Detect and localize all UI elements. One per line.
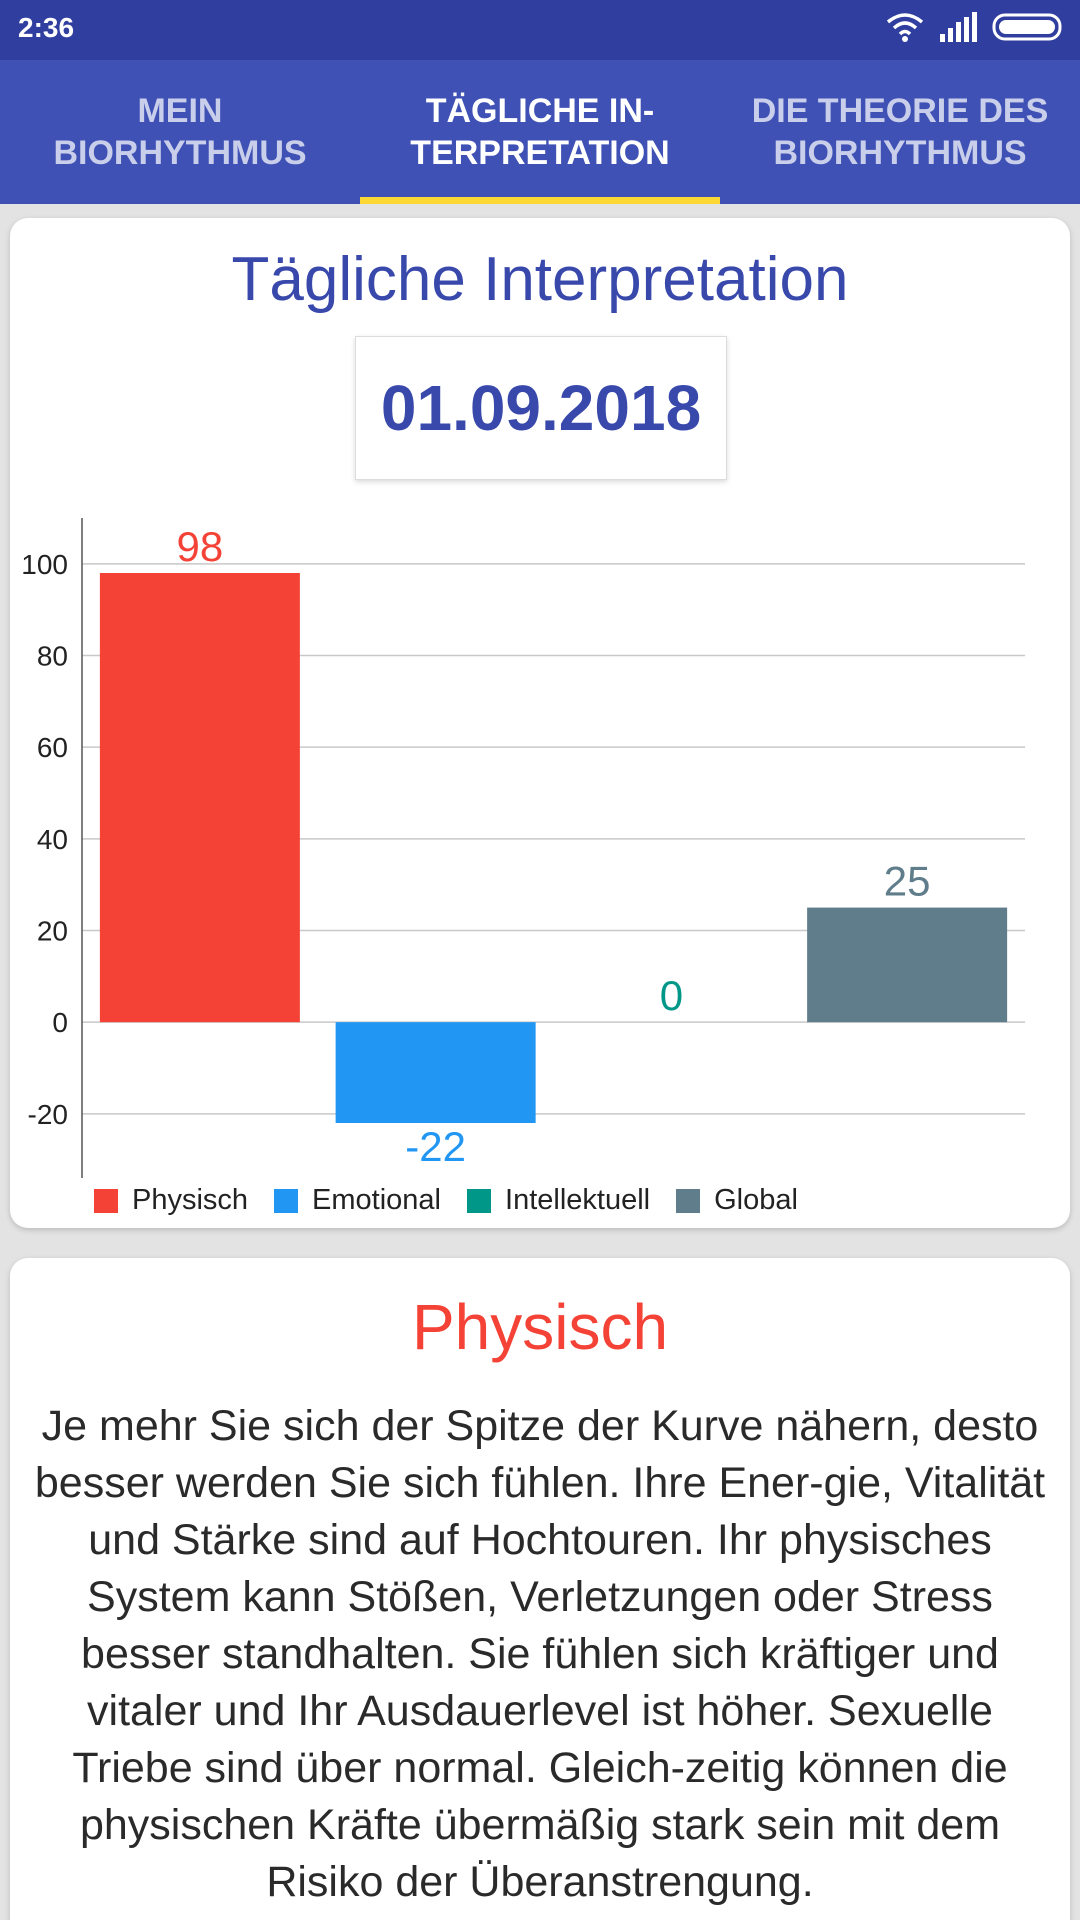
legend-swatch (274, 1188, 299, 1213)
bar-global (807, 907, 1008, 1023)
date-selector[interactable]: 01.09.2018 (355, 336, 727, 480)
tab-theorie-biorhythmus[interactable]: DIE THEORIE DES BIORHYTHMUS (751, 92, 1049, 172)
y-tick-label: 0 (52, 1007, 68, 1038)
chart-legend: Physisch Emotional Intellektuell Global (94, 1184, 808, 1217)
y-tick-label: 40 (37, 824, 68, 855)
tab-taegliche-interpretation[interactable]: TÄGLICHE IN- TERPRETATION (360, 60, 720, 204)
legend-item-global: Global (676, 1184, 798, 1217)
bar-physisch (99, 573, 300, 1023)
y-tick-label: 80 (37, 641, 68, 672)
bar-emotional (335, 1022, 536, 1123)
status-icons (886, 12, 1064, 42)
y-tick-label: 60 (37, 732, 68, 763)
data-label: 25 (884, 858, 931, 905)
status-time: 2:36 (18, 12, 75, 43)
tab-bar: MEIN BIORHYTHMUS TÄGLICHE IN- TERPRETATI… (0, 60, 1080, 204)
data-label: 0 (660, 972, 683, 1019)
legend-swatch (676, 1188, 701, 1213)
page-title: Tägliche Interpretation (231, 245, 849, 314)
legend-swatch (94, 1188, 118, 1213)
detail-card: Physisch Je mehr Sie sich der Spitze der… (10, 1258, 1070, 1920)
legend-swatch (467, 1188, 492, 1213)
chart-card: Tägliche Interpretation 01.09.2018 100 80… (10, 218, 1070, 1228)
status-bar: 2:36 (0, 0, 1080, 60)
wifi-icon (886, 13, 924, 42)
bar-chart: 100 80 60 40 20 0 -20 98 -22 0 25 (21, 518, 1025, 1178)
signal-icon (940, 12, 977, 42)
tab-mein-biorhythmus[interactable]: MEIN BIORHYTHMUS (53, 92, 307, 172)
legend-item-emotional: Emotional (274, 1184, 441, 1217)
detail-body: Je mehr Sie sich der Spitze der Kurve nä… (34, 1402, 1046, 1906)
legend-item-physisch: Physisch (94, 1184, 248, 1217)
legend-label: Global (714, 1184, 798, 1216)
data-label: 98 (177, 523, 224, 570)
data-label: -22 (405, 1123, 466, 1170)
y-tick-label: 20 (37, 916, 68, 947)
legend-label: Physisch (132, 1184, 249, 1216)
battery-icon (992, 13, 1062, 41)
legend-label: Intellektuell (505, 1184, 651, 1216)
y-tick-label: 100 (21, 549, 68, 580)
y-tick-label: -20 (28, 1099, 68, 1130)
detail-heading: Physisch (411, 1291, 669, 1363)
legend-label: Emotional (312, 1184, 442, 1216)
legend-item-intellektuell: Intellektuell (467, 1184, 650, 1217)
